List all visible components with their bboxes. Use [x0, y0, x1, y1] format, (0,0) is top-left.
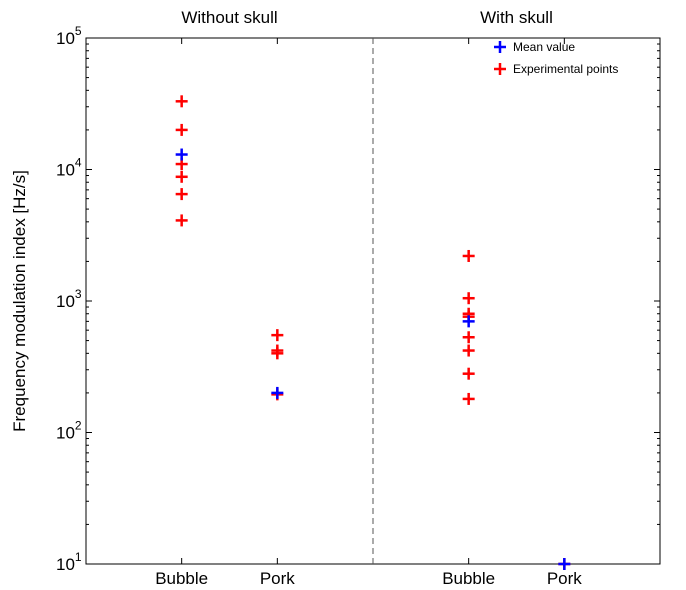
x-category-label: Pork — [547, 569, 582, 588]
mean-point — [271, 386, 284, 399]
experimental-point — [175, 214, 188, 227]
y-tick-label: 103 — [56, 287, 82, 311]
marks-layer — [175, 95, 571, 570]
legend-label: Experimental points — [513, 62, 618, 76]
experimental-point — [462, 292, 475, 305]
panel-title: Without skull — [181, 8, 277, 27]
experimental-point — [462, 392, 475, 405]
experimental-point — [175, 123, 188, 136]
experimental-point — [271, 347, 284, 360]
y-tick-label: 104 — [56, 156, 82, 180]
experimental-point — [175, 188, 188, 201]
y-tick-label: 101 — [56, 550, 82, 574]
panel-title: With skull — [480, 8, 553, 27]
experimental-point — [175, 170, 188, 183]
x-category-label: Bubble — [155, 569, 208, 588]
legend-marker — [494, 63, 506, 75]
mean-point — [558, 558, 571, 570]
mean-point — [462, 315, 475, 328]
experimental-point — [462, 367, 475, 380]
legend: Mean value Experimental points — [494, 40, 618, 76]
x-category-label: Pork — [260, 569, 295, 588]
legend-label: Mean value — [513, 40, 575, 54]
mean-point — [175, 148, 188, 161]
experimental-point — [462, 344, 475, 357]
experimental-point — [271, 329, 284, 342]
y-tick-label: 105 — [56, 24, 82, 48]
x-category-label: Bubble — [442, 569, 495, 588]
experimental-point — [462, 331, 475, 344]
legend-marker — [494, 41, 506, 53]
experimental-point — [462, 249, 475, 262]
y-tick-label: 102 — [56, 419, 82, 443]
experimental-point — [175, 95, 188, 108]
y-axis-label: Frequency modulation index [Hz/s] — [10, 170, 29, 432]
axes-layer: 101 102 103 104 105 Bubble Pork Bubble Pork Witho… — [56, 8, 660, 588]
